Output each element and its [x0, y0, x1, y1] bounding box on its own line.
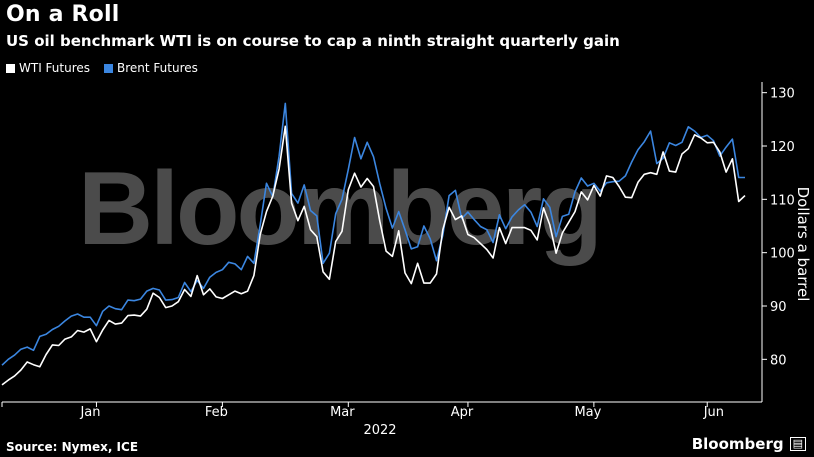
bloomberg-watermark: Bloomberg — [78, 151, 603, 267]
x-tick-label-jun: Jun — [703, 405, 724, 420]
brand-name: Bloomberg — [691, 435, 784, 453]
x-tick-label-mar: Mar — [330, 405, 355, 420]
y-axis-ticks: 80 90 100 110 120 130 — [762, 87, 795, 368]
bloomberg-terminal-icon: ▤ — [789, 437, 806, 451]
x-tick-label-may: May — [574, 405, 601, 420]
plot-lines — [1, 102, 746, 386]
y-tick-label: 130 — [770, 87, 795, 102]
y-tick-label: 110 — [770, 193, 795, 208]
x-axis-year-label: 2022 — [363, 423, 396, 438]
series-line-wti-futures[interactable] — [1, 125, 746, 386]
chart-legend: WTI Futures Brent Futures — [6, 61, 198, 75]
legend-swatch-wti — [6, 63, 15, 73]
legend-item-wti[interactable]: WTI Futures — [6, 61, 90, 75]
legend-item-brent[interactable]: Brent Futures — [104, 61, 198, 75]
series-line-brent-futures[interactable] — [1, 102, 745, 366]
source-note: Source: Nymex, ICE — [6, 440, 139, 454]
x-tick-label-feb: Feb — [205, 405, 228, 420]
y-tick-label: 120 — [770, 140, 795, 155]
y-tick-label: 90 — [770, 300, 787, 315]
x-tick-label-apr: Apr — [451, 405, 474, 420]
y-axis-label: Dollars a barrel — [794, 187, 812, 302]
chart-subtitle: US oil benchmark WTI is on course to cap… — [6, 32, 620, 50]
x-tick-label-jan: Jan — [79, 405, 100, 420]
legend-swatch-brent — [104, 63, 114, 73]
x-axis-ticks: Jan Feb Mar Apr May Jun — [1, 402, 724, 420]
legend-label-brent: Brent Futures — [117, 61, 198, 75]
y-tick-label: 80 — [770, 353, 787, 368]
y-tick-label: 100 — [770, 247, 795, 262]
chart-title: On a Roll — [6, 2, 120, 27]
legend-label-wti: WTI Futures — [19, 61, 91, 75]
bloomberg-logo: Bloomberg ▤ — [692, 435, 806, 453]
